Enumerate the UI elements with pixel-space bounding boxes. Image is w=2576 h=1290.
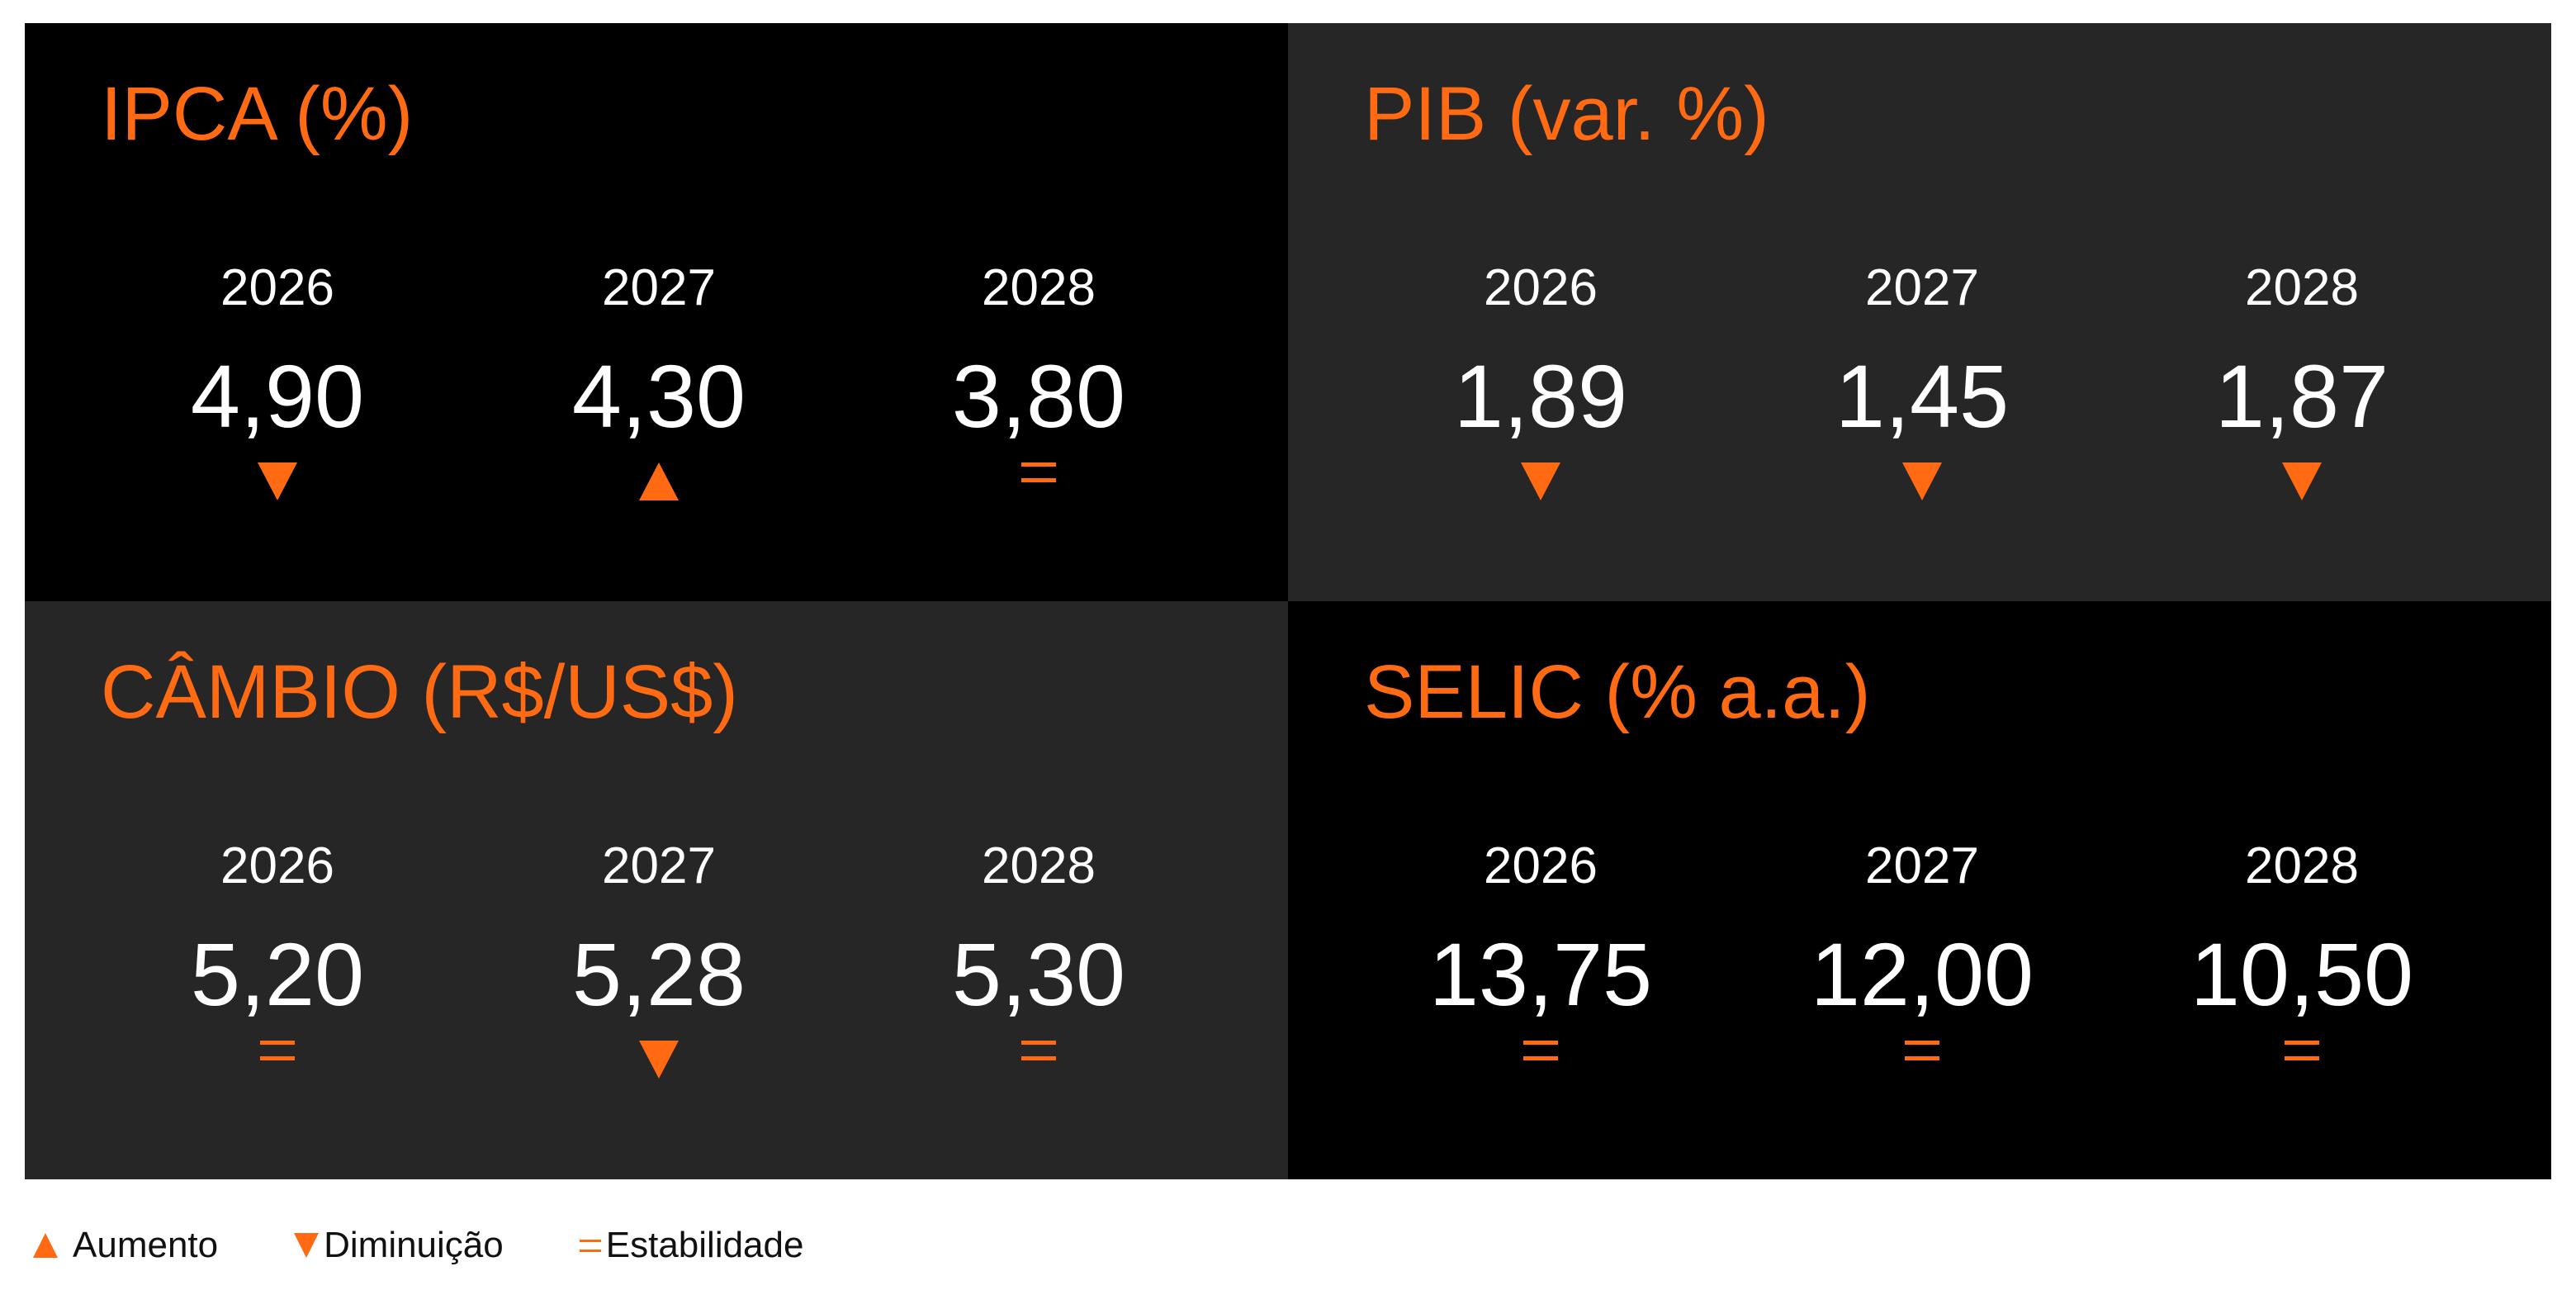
projection-value: 13,75: [1428, 924, 1653, 1024]
year-column-2027: 2027 1,45: [1798, 263, 2046, 512]
equals-icon: [1523, 1041, 1558, 1060]
projection-value: 3,80: [951, 346, 1126, 446]
indicator: [1798, 1041, 2046, 1090]
indicator: [535, 1041, 783, 1090]
panel-title: CÂMBIO (R$/US$): [101, 650, 738, 734]
indicator: [915, 1041, 1163, 1090]
projection-value: 5,30: [951, 924, 1126, 1024]
year-label: 2027: [602, 837, 716, 894]
triangle-up-icon: [639, 462, 679, 500]
year-label: 2027: [1865, 259, 1979, 316]
year-label: 2026: [1484, 837, 1598, 894]
equals-icon: [260, 1041, 295, 1060]
equals-icon: [1021, 462, 1056, 482]
projection-value: 10,50: [2190, 924, 2414, 1024]
projection-value: 12,00: [1810, 924, 2034, 1024]
triangle-up-icon: [33, 1233, 58, 1258]
panel-title: IPCA (%): [101, 72, 414, 156]
year-label: 2027: [1865, 837, 1979, 894]
projection-value: 5,28: [571, 924, 746, 1024]
indicator: [1417, 1041, 1664, 1090]
projection-value: 5,20: [190, 924, 365, 1024]
year-label: 2027: [602, 259, 716, 316]
year-label: 2028: [982, 259, 1096, 316]
equals-icon: [1021, 1041, 1056, 1060]
panel-selic: SELIC (% a.a.) 2026 13,75 2027 12,00 202…: [1288, 601, 2551, 1179]
legend-label-equal: Estabilidade: [605, 1225, 804, 1265]
indicator: [915, 462, 1163, 512]
year-label: 2028: [982, 837, 1096, 894]
year-column-2026: 2026 4,90: [154, 263, 401, 512]
indicator: [154, 462, 401, 512]
triangle-down-icon: [2282, 462, 2322, 500]
triangle-down-icon: [258, 462, 297, 500]
year-column-2026: 2026 5,20: [154, 841, 401, 1090]
year-column-2028: 2028 10,50: [2178, 841, 2426, 1090]
projection-value: 1,87: [2214, 346, 2389, 446]
panel-pib: PIB (var. %) 2026 1,89 2027 1,45 2028 1,…: [1288, 23, 2551, 601]
legend-label-up: Aumento: [73, 1225, 219, 1265]
legend-item-equal: Estabilidade: [579, 1225, 804, 1266]
year-label: 2026: [1484, 259, 1598, 316]
equals-icon: [1905, 1041, 1939, 1060]
projection-value: 1,45: [1835, 346, 2010, 446]
indicator: [2178, 1041, 2426, 1090]
panel-title: SELIC (% a.a.): [1364, 650, 1871, 734]
year-column-2027: 2027 12,00: [1798, 841, 2046, 1090]
projection-value: 4,30: [571, 346, 746, 446]
year-column-2028: 2028 5,30: [915, 841, 1163, 1090]
indicator: [535, 462, 783, 512]
indicator: [1798, 462, 2046, 512]
year-label: 2028: [2245, 837, 2359, 894]
indicator: [154, 1041, 401, 1090]
year-label: 2028: [2245, 259, 2359, 316]
projection-value: 1,89: [1453, 346, 1628, 446]
panel-ipca: IPCA (%) 2026 4,90 2027 4,30 2028 3,80: [25, 23, 1288, 601]
indicator: [2178, 462, 2426, 512]
year-column-2026: 2026 13,75: [1417, 841, 1664, 1090]
triangle-down-icon: [1902, 462, 1942, 500]
legend-label-down: Diminuição: [324, 1225, 504, 1265]
triangle-down-icon: [639, 1041, 679, 1079]
year-label: 2026: [220, 837, 334, 894]
year-column-2026: 2026 1,89: [1417, 263, 1664, 512]
legend-item-up: Aumento: [33, 1225, 218, 1266]
equals-icon: [2285, 1041, 2319, 1060]
triangle-down-icon: [294, 1233, 320, 1258]
year-label: 2026: [220, 259, 334, 316]
triangle-down-icon: [1521, 462, 1560, 500]
year-column-2028: 2028 1,87: [2178, 263, 2426, 512]
projection-value: 4,90: [190, 346, 365, 446]
indicators-grid: IPCA (%) 2026 4,90 2027 4,30 2028 3,80 P…: [25, 23, 2551, 1179]
year-column-2027: 2027 5,28: [535, 841, 783, 1090]
panel-cambio: CÂMBIO (R$/US$) 2026 5,20 2027 5,28 2028…: [25, 601, 1288, 1179]
legend-item-down: Diminuição: [294, 1225, 504, 1266]
panel-title: PIB (var. %): [1364, 72, 1769, 156]
legend: Aumento Diminuição Estabilidade: [33, 1221, 879, 1270]
year-column-2027: 2027 4,30: [535, 263, 783, 512]
equals-icon: [579, 1239, 601, 1252]
year-column-2028: 2028 3,80: [915, 263, 1163, 512]
indicator: [1417, 462, 1664, 512]
